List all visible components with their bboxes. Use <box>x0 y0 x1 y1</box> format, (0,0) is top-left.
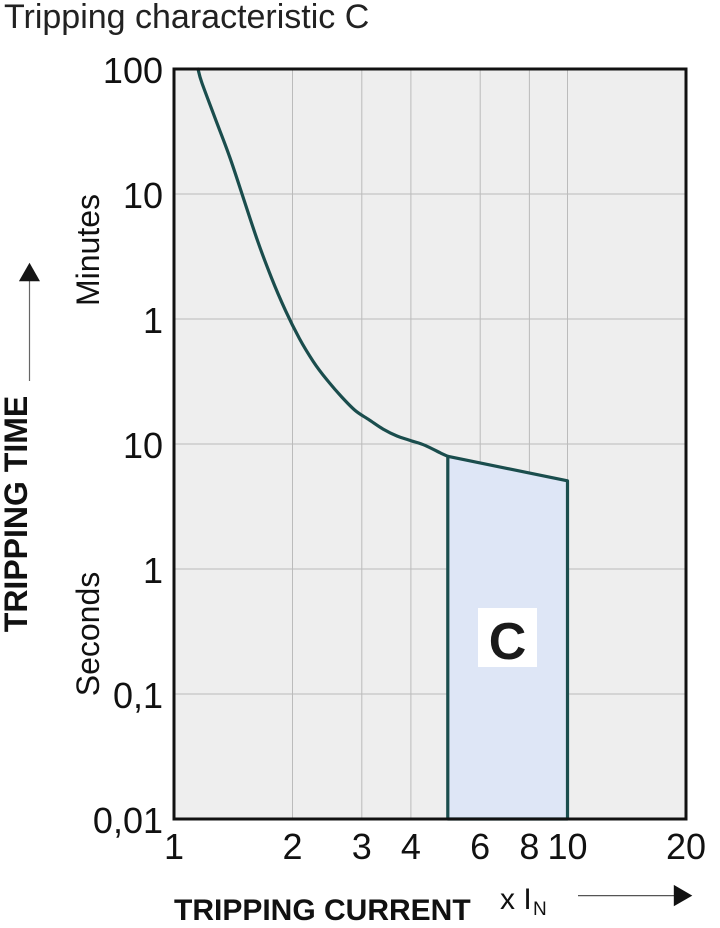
svg-text:3: 3 <box>352 826 372 867</box>
svg-text:C: C <box>489 613 527 671</box>
svg-text:1: 1 <box>164 826 184 867</box>
svg-text:100: 100 <box>103 50 163 91</box>
svg-text:6: 6 <box>470 826 490 867</box>
svg-text:8: 8 <box>519 826 539 867</box>
svg-text:1: 1 <box>143 300 163 341</box>
svg-text:10: 10 <box>547 826 587 867</box>
svg-text:20: 20 <box>666 826 706 867</box>
svg-text:Seconds: Seconds <box>70 572 106 697</box>
svg-text:TRIPPING TIME: TRIPPING TIME <box>0 396 34 632</box>
svg-text:TRIPPING CURRENT: TRIPPING CURRENT <box>174 894 471 927</box>
svg-text:0,1: 0,1 <box>113 675 163 716</box>
svg-text:10: 10 <box>123 425 163 466</box>
svg-text:Minutes: Minutes <box>70 194 106 306</box>
svg-text:1: 1 <box>143 550 163 591</box>
svg-text:10: 10 <box>123 175 163 216</box>
svg-text:2: 2 <box>282 826 302 867</box>
svg-text:x I: x I <box>500 883 532 916</box>
svg-text:4: 4 <box>401 826 421 867</box>
svg-text:N: N <box>533 899 547 920</box>
svg-text:0,01: 0,01 <box>93 800 163 841</box>
